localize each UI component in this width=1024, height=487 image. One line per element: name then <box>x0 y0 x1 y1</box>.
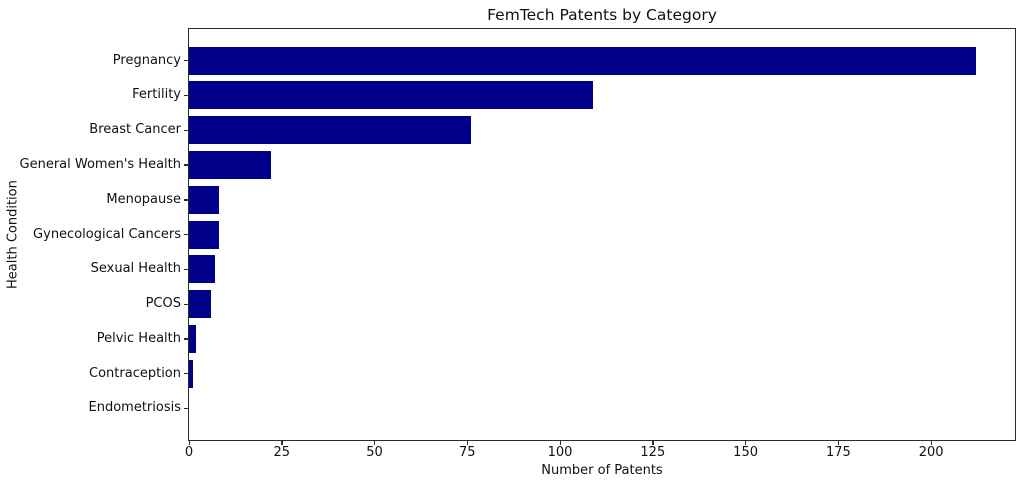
chart-title: FemTech Patents by Category <box>487 6 717 24</box>
y-tick-label: Sexual Health <box>90 261 181 277</box>
x-tick-mark <box>745 441 747 445</box>
x-tick-mark <box>652 441 654 445</box>
bar-pcos <box>189 290 212 319</box>
y-tick-mark <box>184 234 188 236</box>
y-tick-mark <box>184 338 188 340</box>
x-tick-mark <box>930 441 932 445</box>
y-tick-mark <box>184 199 188 201</box>
bar-breast-cancer <box>189 116 471 145</box>
x-tick-mark <box>559 441 561 445</box>
y-tick-label: Contraception <box>89 365 181 381</box>
x-tick-mark <box>374 441 376 445</box>
x-tick-label: 75 <box>459 445 476 460</box>
y-tick-label: Menopause <box>106 191 181 207</box>
y-tick-label: Endometriosis <box>88 400 182 416</box>
y-tick-mark <box>184 303 188 305</box>
y-tick-mark <box>184 129 188 131</box>
x-tick-label: 0 <box>184 445 194 460</box>
x-tick-mark <box>837 441 840 445</box>
x-tick-label: 150 <box>733 445 758 460</box>
x-tick-mark <box>281 441 283 445</box>
x-tick-label: 100 <box>547 445 573 460</box>
bar-menopause <box>189 185 219 214</box>
bar-fertility <box>189 81 594 110</box>
y-tick-label: PCOS <box>145 296 181 312</box>
y-tick-mark <box>184 60 188 62</box>
bar-gynecological-cancers <box>189 220 219 249</box>
y-tick-label: General Women's Health <box>19 156 181 172</box>
y-tick-label: Breast Cancer <box>89 122 181 138</box>
y-tick-label: Pelvic Health <box>96 330 181 346</box>
y-tick-mark <box>184 373 188 375</box>
bar-general-women-s-health <box>189 150 271 179</box>
bar-sexual-health <box>189 255 215 284</box>
y-tick-label: Pregnancy <box>112 52 181 68</box>
x-tick-label: 25 <box>273 445 291 460</box>
bar-pelvic-health <box>189 324 197 353</box>
x-axis-label: Number of Patents <box>541 463 663 478</box>
y-tick-label: Fertility <box>132 87 181 103</box>
y-tick-mark <box>184 407 188 410</box>
x-tick-mark <box>466 441 469 445</box>
y-tick-mark <box>184 268 188 271</box>
y-tick-mark <box>184 94 188 97</box>
x-tick-label: 125 <box>640 445 666 460</box>
x-tick-label: 50 <box>366 445 383 460</box>
bar-contraception <box>189 359 193 388</box>
x-tick-mark <box>188 441 190 445</box>
x-tick-label: 175 <box>825 445 851 460</box>
x-tick-label: 200 <box>918 445 944 460</box>
y-tick-label: Gynecological Cancers <box>33 226 181 242</box>
bar-pregnancy <box>189 46 976 75</box>
y-tick-mark <box>184 164 188 166</box>
